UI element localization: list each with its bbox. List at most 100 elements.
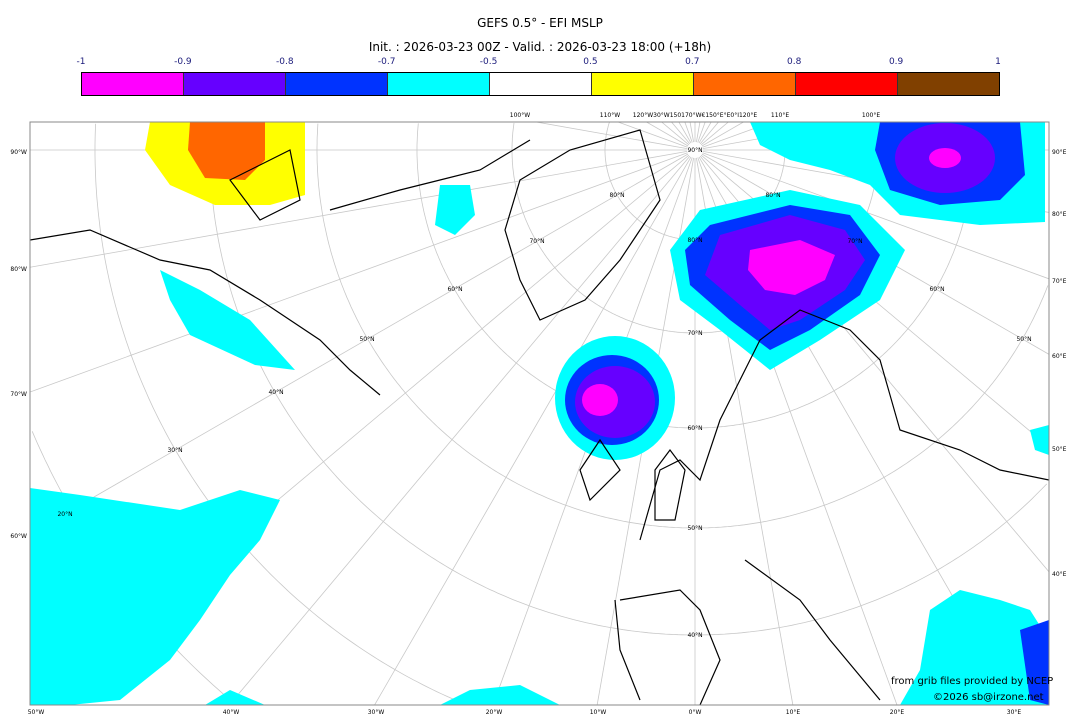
colorbar-tick: -1	[76, 57, 86, 67]
meridian-line	[374, 156, 692, 705]
anomaly-negative-cyan	[160, 270, 295, 370]
meridian-line	[536, 122, 688, 150]
coordinate-label: 70°N	[687, 330, 702, 337]
colorbar-swatch	[184, 73, 286, 95]
coordinate-label: 40°N	[687, 632, 702, 639]
coordinate-label: 60°N	[447, 286, 462, 293]
meridian-line	[661, 122, 690, 146]
coordinate-label: 80°N	[765, 192, 780, 199]
meridian-line	[700, 122, 729, 146]
coordinate-label: 70°N	[847, 238, 862, 245]
colorbar-swatch	[388, 73, 490, 95]
colorbar-tick: 0.5	[583, 57, 598, 67]
meridian-line	[30, 152, 688, 393]
coastlines	[30, 129, 1049, 705]
coordinate-label: 50°W	[28, 709, 45, 716]
parallel-line	[209, 124, 1048, 636]
coordinate-label: 110°E	[771, 112, 789, 119]
map-frame	[29, 121, 1050, 706]
anomaly-positive-orange	[188, 122, 265, 180]
coordinate-label: 40°N	[268, 389, 283, 396]
coordinate-label: 70°E	[1052, 278, 1067, 285]
anomaly-negative-magenta	[929, 148, 961, 168]
coordinate-label: 50°N	[1016, 336, 1031, 343]
meridian-line	[646, 122, 689, 147]
coordinate-label: 0°W	[689, 709, 702, 716]
meridian-line	[697, 122, 706, 143]
coordinate-label: 20°E	[890, 709, 905, 716]
coordinate-label: 60°W	[10, 533, 27, 540]
meridian-line	[228, 155, 691, 705]
coordinate-label: 30°W	[368, 709, 385, 716]
colorbar-swatch	[490, 73, 592, 95]
colorbar-tick: 0.8	[787, 57, 802, 67]
coordinate-label: 50°E	[1052, 446, 1067, 453]
meridian-line	[701, 122, 744, 147]
anomaly-negative-cyan	[1030, 425, 1049, 455]
colorbar-swatch	[286, 73, 388, 95]
coordinate-label: 10°W	[590, 709, 607, 716]
meridian-line	[617, 122, 688, 148]
coordinate-label: 80°N	[609, 192, 624, 199]
coordinate-label: 20°W	[486, 709, 503, 716]
coordinate-label: 10°E	[786, 709, 801, 716]
coordinate-label: 100°E	[862, 112, 880, 119]
meridian-line	[698, 122, 712, 144]
anomaly-negative-magenta	[582, 384, 618, 416]
meridian-line	[689, 122, 695, 143]
meridian-line	[684, 122, 693, 143]
meridian-line	[695, 122, 701, 143]
coordinate-label: 80°W	[10, 266, 27, 273]
colorbar-tick: -0.7	[377, 57, 396, 67]
meridian-line	[702, 152, 1049, 280]
chart-subtitle: Init. : 2026-03-23 00Z - Valid. : 2026-0…	[368, 40, 712, 54]
meridian-line	[30, 150, 688, 268]
coordinate-label: 110°W	[600, 112, 620, 119]
coordinate-label: 50°N	[687, 525, 702, 532]
meridian-line	[671, 122, 691, 145]
coordinate-label: 120°W30°W150170°W€150°E°E0°I120°E	[633, 112, 758, 119]
coordinate-label: 70°N	[529, 238, 544, 245]
coordinate-label: 80°E	[1052, 211, 1067, 218]
coordinate-label: 40°W	[223, 709, 240, 716]
chart-title: GEFS 0.5° - EFI MSLP	[477, 16, 603, 30]
coordinate-label: 100°W	[510, 112, 530, 119]
colorbar-swatch	[592, 73, 694, 95]
colorbar-tick: -0.9	[174, 57, 192, 67]
anomaly-negative-cyan	[440, 685, 560, 705]
source-credit: from grib files provided by NCEP	[891, 676, 1054, 687]
coordinate-label: 60°E	[1052, 353, 1067, 360]
copyright: ©2026 sb@irzone.net	[933, 692, 1044, 703]
colorbar-swatch	[694, 73, 796, 95]
parallel-line	[316, 123, 1049, 529]
efi-anomaly-fields	[30, 122, 1049, 705]
colorbar-swatch	[82, 73, 184, 95]
coordinate-label: 40°E	[1052, 571, 1067, 578]
coordinate-label: 30°N	[167, 447, 182, 454]
coordinate-label: 90°W	[10, 149, 27, 156]
coordinate-label: 90°N	[687, 147, 702, 154]
anomaly-negative-cyan	[205, 690, 265, 705]
colorbar	[81, 72, 1000, 96]
colorbar-tick: -0.5	[479, 57, 498, 67]
coordinate-label: 60°N	[687, 425, 702, 432]
colorbar-tick: 0.7	[685, 57, 700, 67]
coordinate-label: 30°E	[1007, 709, 1022, 716]
coordinate-label: 20°N	[57, 511, 72, 518]
anomaly-negative-cyan	[900, 590, 1049, 705]
colorbar-swatch	[796, 73, 898, 95]
meridian-line	[699, 122, 719, 145]
coordinate-label: 70°W	[10, 391, 27, 398]
coordinate-label: 60°N	[929, 286, 944, 293]
colorbar-swatch	[898, 73, 999, 95]
anomaly-negative-magenta	[748, 240, 835, 295]
coordinate-label: 50°N	[359, 336, 374, 343]
colorbar-tick: 1	[995, 57, 1001, 67]
coordinate-label: 90°E	[1052, 149, 1067, 156]
meridian-line	[30, 153, 689, 535]
colorbar-tick: 0.9	[888, 57, 904, 67]
anomaly-negative-cyan	[435, 185, 475, 235]
colorbar-tick: -0.8	[275, 57, 294, 67]
